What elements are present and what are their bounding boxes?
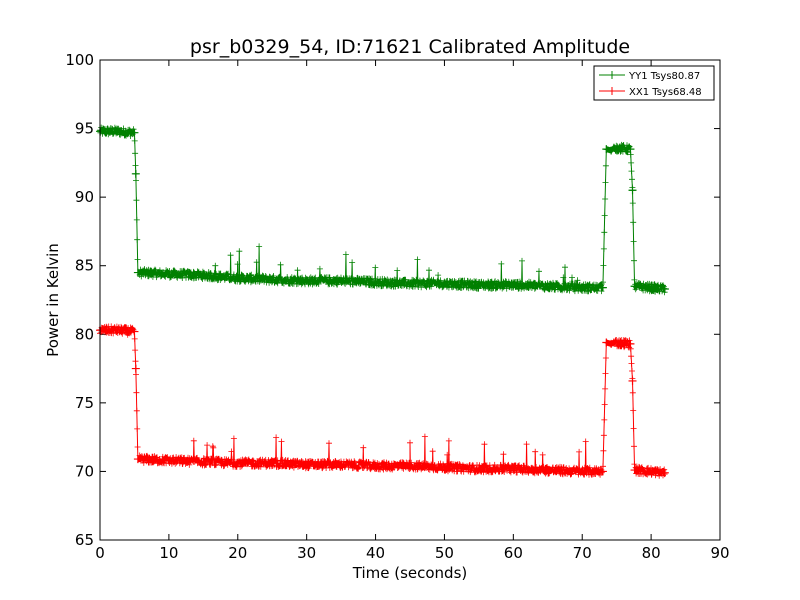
x-tick-label: 0 bbox=[95, 544, 105, 562]
y-tick-label: 100 bbox=[65, 51, 94, 69]
data-point bbox=[543, 466, 552, 475]
data-point bbox=[509, 464, 518, 473]
data-point bbox=[337, 460, 346, 469]
data-point bbox=[113, 326, 122, 335]
legend-marker-yy1 bbox=[608, 71, 616, 79]
chart-title: psr_b0329_54, ID:71621 Calibrated Amplit… bbox=[190, 36, 630, 58]
data-point bbox=[406, 461, 414, 470]
data-point bbox=[199, 271, 208, 280]
x-tick-label: 60 bbox=[504, 544, 523, 562]
y-tick-label: 90 bbox=[75, 188, 94, 206]
data-point bbox=[630, 466, 639, 475]
y-tick-label: 70 bbox=[75, 462, 94, 480]
data-point bbox=[626, 145, 635, 154]
x-tick-label: 10 bbox=[159, 544, 178, 562]
data-point bbox=[602, 338, 611, 347]
data-point bbox=[131, 169, 140, 178]
data-point bbox=[474, 464, 483, 473]
series-layer bbox=[96, 124, 669, 479]
legend-label-xx1: XX1 Tsys68.48 bbox=[629, 87, 702, 98]
x-tick-label: 20 bbox=[228, 544, 247, 562]
data-point bbox=[647, 283, 656, 292]
data-point bbox=[440, 463, 449, 472]
data-point bbox=[113, 127, 122, 136]
data-point bbox=[630, 282, 639, 291]
data-point bbox=[337, 276, 346, 285]
data-point bbox=[474, 280, 483, 289]
data-point bbox=[578, 467, 587, 476]
y-tick-label: 85 bbox=[75, 257, 94, 275]
data-point bbox=[598, 467, 607, 476]
data-point bbox=[647, 467, 656, 476]
data-point bbox=[609, 143, 618, 152]
data-point bbox=[233, 459, 242, 468]
x-axis-ticks: 0 10 20 30 40 50 60 70 80 90 bbox=[95, 60, 730, 562]
data-point bbox=[164, 456, 173, 465]
y-tick-label: 65 bbox=[75, 531, 94, 549]
data-point bbox=[371, 461, 380, 470]
y-tick-label: 75 bbox=[75, 394, 94, 412]
data-point bbox=[302, 276, 311, 285]
y-axis-ticks: 65 70 75 80 85 90 95 100 bbox=[65, 51, 720, 549]
x-tick-label: 30 bbox=[297, 544, 316, 562]
data-point bbox=[609, 338, 618, 347]
x-tick-label: 40 bbox=[366, 544, 385, 562]
data-point bbox=[199, 457, 208, 466]
y-axis-label: Power in Kelvin bbox=[44, 243, 62, 357]
data-point bbox=[133, 268, 142, 277]
data-point bbox=[130, 128, 139, 137]
data-point bbox=[131, 364, 140, 373]
data-point bbox=[233, 274, 242, 283]
x-tick-label: 80 bbox=[642, 544, 661, 562]
x-tick-label: 90 bbox=[710, 544, 729, 562]
x-axis-label: Time (seconds) bbox=[352, 564, 468, 582]
data-point bbox=[598, 283, 607, 292]
legend-label-yy1: YY1 Tsys80.87 bbox=[628, 71, 700, 82]
legend: YY1 Tsys80.87 XX1 Tsys68.48 bbox=[593, 65, 715, 101]
legend-box bbox=[593, 65, 715, 101]
plot-frame bbox=[99, 59, 721, 541]
data-point bbox=[602, 145, 611, 154]
data-point bbox=[440, 279, 449, 288]
data-point bbox=[164, 269, 173, 278]
data-point bbox=[509, 280, 518, 289]
data-point bbox=[268, 459, 277, 468]
data-point bbox=[371, 278, 380, 287]
data-point bbox=[302, 460, 311, 469]
legend-marker-xx1 bbox=[608, 87, 616, 95]
y-tick-label: 95 bbox=[75, 120, 94, 138]
data-point bbox=[578, 283, 587, 292]
data-point bbox=[268, 275, 277, 284]
x-tick-label: 70 bbox=[573, 544, 592, 562]
data-point bbox=[660, 468, 669, 477]
data-point bbox=[406, 279, 414, 288]
data-point bbox=[133, 455, 142, 464]
data-point bbox=[543, 282, 552, 291]
x-tick-label: 50 bbox=[435, 544, 454, 562]
data-point bbox=[626, 339, 635, 348]
data-point bbox=[628, 186, 637, 195]
data-point bbox=[130, 327, 139, 336]
data-point bbox=[628, 376, 637, 385]
y-tick-label: 80 bbox=[75, 325, 94, 343]
data-point bbox=[660, 285, 669, 294]
